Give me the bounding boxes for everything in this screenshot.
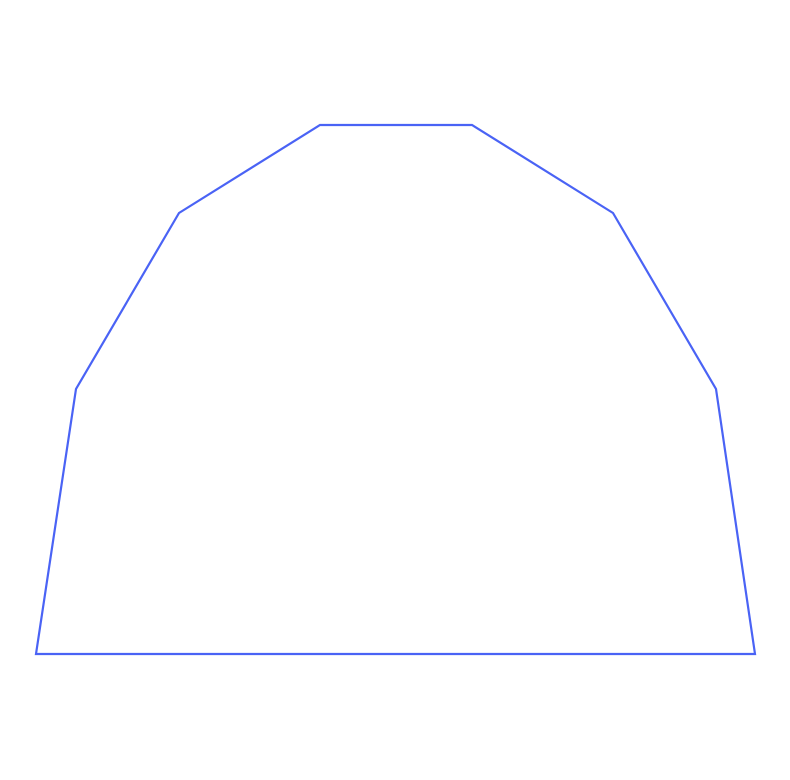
polygon-outline [34, 123, 757, 656]
